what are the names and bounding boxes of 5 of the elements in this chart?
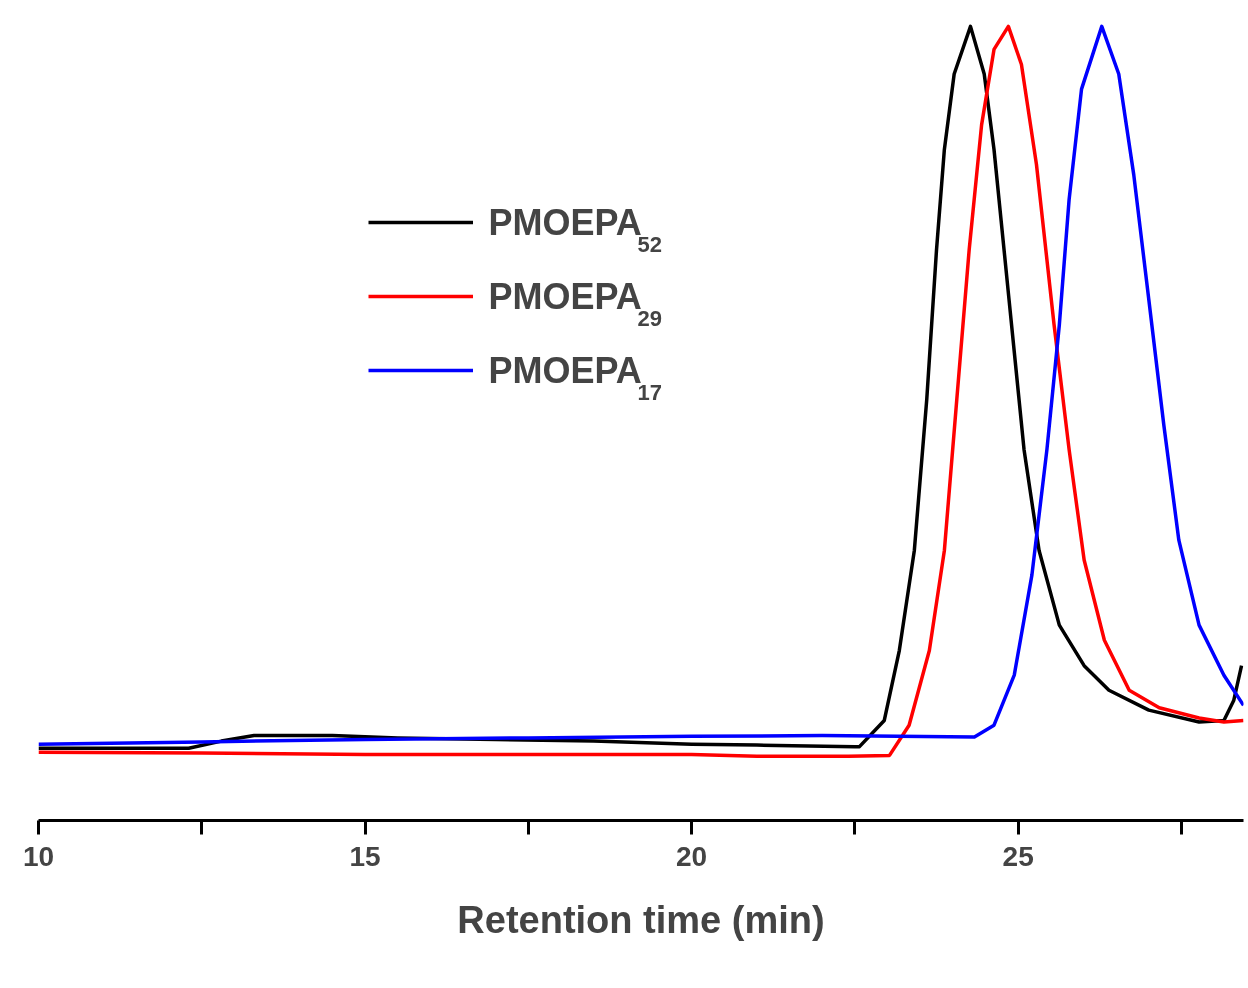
x-axis-title: Retention time (min) [457,898,825,941]
x-tick-label: 20 [676,840,708,872]
x-tick-label: 15 [349,840,381,872]
x-tick-label: 10 [22,840,55,872]
x-tick-label: 25 [1002,840,1034,872]
